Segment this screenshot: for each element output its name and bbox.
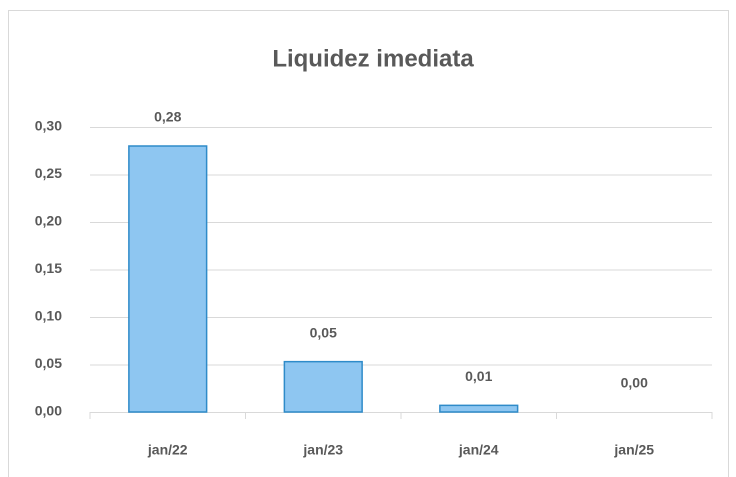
y-tick-label: 0,10 — [35, 308, 62, 324]
data-label: 0,05 — [310, 324, 337, 340]
bar — [439, 404, 519, 413]
x-tick-label: jan/22 — [147, 442, 188, 458]
y-tick-label: 0,15 — [35, 260, 62, 276]
y-tick-label: 0,25 — [35, 165, 62, 181]
data-label: 0,01 — [465, 368, 492, 384]
data-label: 0,00 — [621, 375, 648, 391]
x-tick-label: jan/23 — [302, 442, 343, 458]
bar — [128, 145, 208, 413]
x-tick-label: jan/25 — [613, 442, 654, 458]
y-tick-label: 0,05 — [35, 355, 62, 371]
chart-frame — [8, 10, 729, 477]
chart-title: Liquidez imediata — [272, 45, 474, 72]
y-tick-label: 0,30 — [35, 118, 62, 134]
x-tick-label: jan/24 — [458, 442, 499, 458]
y-tick-label: 0,20 — [35, 213, 62, 229]
data-label: 0,28 — [154, 109, 181, 125]
bar — [283, 360, 363, 413]
y-tick-label: 0,00 — [35, 403, 62, 419]
